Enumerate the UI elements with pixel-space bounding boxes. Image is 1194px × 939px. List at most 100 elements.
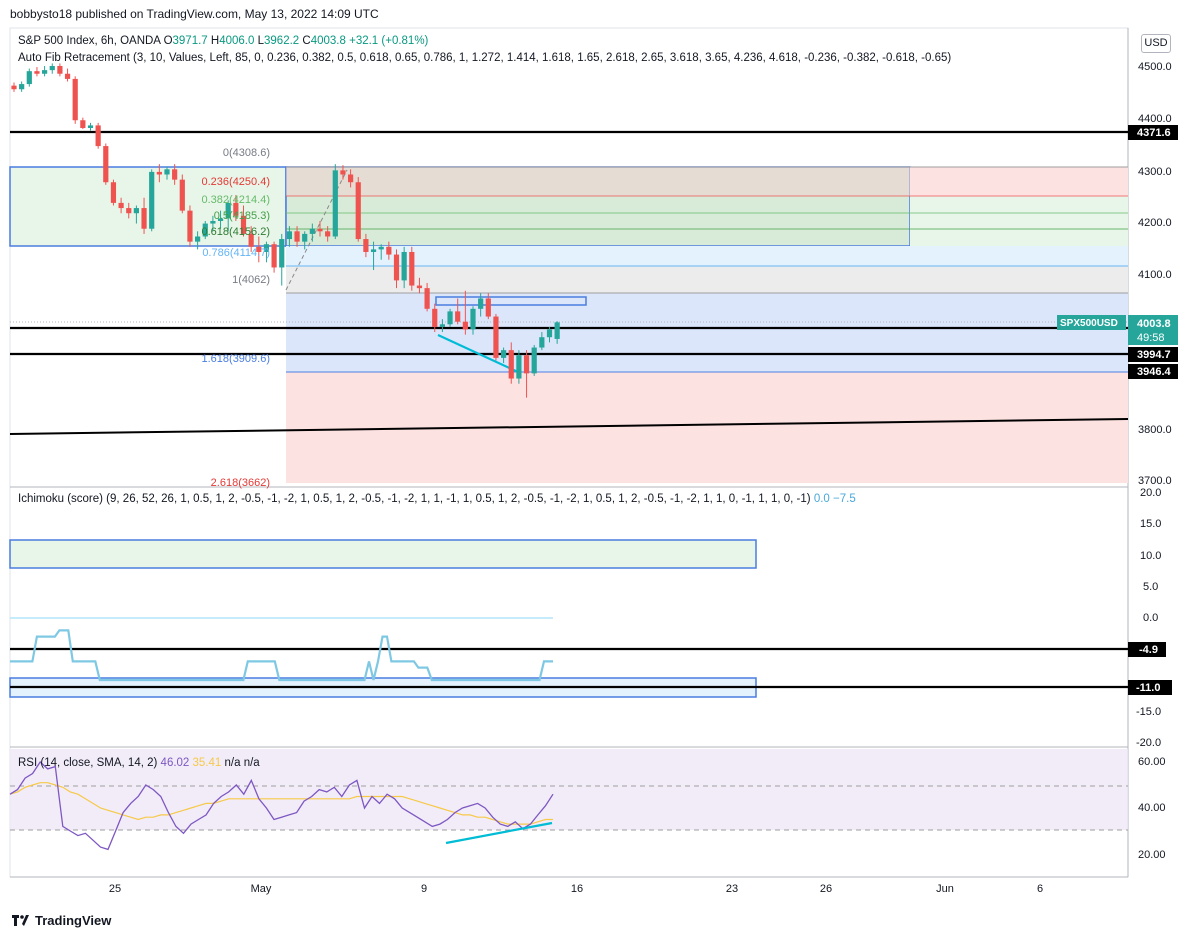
rsi-ma-line[interactable] (9, 782, 553, 825)
candle-body[interactable] (539, 337, 545, 348)
candle-body[interactable] (95, 125, 101, 147)
candle-body[interactable] (439, 324, 445, 327)
support-trendline[interactable] (9, 418, 1129, 435)
candle-body[interactable] (432, 308, 438, 327)
candle-body[interactable] (332, 170, 338, 237)
ichimoku-score-line[interactable] (10, 629, 553, 682)
candle-body[interactable] (26, 71, 32, 85)
price-tick: 4300.0 (1138, 166, 1172, 178)
candle-body[interactable] (325, 231, 331, 237)
candle-body[interactable] (263, 244, 270, 252)
price-legend[interactable]: S&P 500 Index, 6h, OANDA O3971.7 H4006.0… (18, 35, 428, 47)
candle-body[interactable] (478, 298, 484, 309)
candle-body[interactable] (317, 228, 323, 232)
candle-body[interactable] (523, 355, 530, 374)
ichimoku-legend[interactable]: Ichimoku (score) (9, 26, 52, 26, 1, 0.5,… (18, 493, 856, 505)
candle-body[interactable] (554, 322, 560, 339)
candle-body[interactable] (72, 78, 78, 121)
candle-body[interactable] (141, 208, 147, 229)
candle-body[interactable] (501, 350, 507, 358)
candle-body[interactable] (164, 169, 170, 175)
candle-body[interactable] (110, 182, 117, 203)
rsi-axis[interactable]: 60.00 40.00 20.00 (1138, 756, 1166, 861)
candle-body[interactable] (225, 202, 231, 219)
candle-body[interactable] (309, 228, 315, 234)
rsi-value-3: n/a (224, 757, 241, 769)
candle-body[interactable] (455, 311, 461, 322)
candle-body[interactable] (286, 231, 292, 240)
horizontal-levels[interactable] (9, 130, 1129, 435)
candle-body[interactable] (546, 329, 553, 338)
resistance-box[interactable] (435, 296, 587, 306)
candle-body[interactable] (409, 251, 415, 286)
candle-body[interactable] (118, 202, 124, 209)
candle-body[interactable] (470, 308, 476, 330)
candle-body[interactable] (42, 70, 48, 74)
candle-body[interactable] (416, 285, 423, 289)
candle-body[interactable] (133, 208, 139, 214)
price-axis[interactable]: 4500.0 4400.0 4300.0 4200.0 4100.0 3800.… (1138, 61, 1172, 487)
candle-body[interactable] (348, 174, 354, 183)
candle-body[interactable] (19, 84, 25, 90)
candle-body[interactable] (462, 321, 468, 330)
ichimoku-axis[interactable]: 20.0 15.0 10.0 5.0 0.0 -15.0 -20.0 -4.9 … (1128, 487, 1172, 749)
candle-body[interactable] (370, 249, 377, 252)
candle-body[interactable] (279, 239, 285, 268)
fib-zone-blue (286, 293, 1128, 372)
candle-body[interactable] (49, 66, 55, 71)
candle-body[interactable] (363, 239, 369, 252)
candle-body[interactable] (172, 169, 178, 180)
candle-body[interactable] (355, 182, 361, 240)
rsi-divergence-line[interactable] (445, 821, 553, 845)
candle-body[interactable] (64, 73, 71, 79)
candle-body[interactable] (294, 231, 300, 242)
candle-body[interactable] (401, 251, 407, 281)
currency-button[interactable]: USD (1141, 34, 1171, 53)
candle-body[interactable] (386, 246, 392, 255)
candle-body[interactable] (248, 233, 254, 247)
candle-body[interactable] (485, 298, 491, 317)
candle-body[interactable] (302, 233, 308, 242)
candle-body[interactable] (87, 125, 94, 128)
candle-body[interactable] (378, 246, 384, 250)
ichimoku-zone-top[interactable] (9, 539, 757, 569)
candle-body[interactable] (34, 71, 40, 74)
candle-body[interactable] (149, 171, 155, 229)
price-divergence-line[interactable] (437, 334, 519, 373)
candle-body[interactable] (240, 215, 247, 234)
candle-body[interactable] (393, 254, 400, 281)
candle-body[interactable] (187, 210, 193, 242)
candlestick-series[interactable] (11, 63, 560, 398)
candle-body[interactable] (156, 171, 162, 175)
ichimoku-pane[interactable] (9, 539, 1128, 698)
candle-body[interactable] (516, 355, 522, 379)
candle-body[interactable] (508, 350, 514, 379)
rsi-legend[interactable]: RSI (14, close, SMA, 14, 2) 46.02 35.41 … (18, 757, 260, 769)
candle-body[interactable] (202, 223, 208, 237)
candle-body[interactable] (210, 220, 216, 224)
candle-body[interactable] (126, 208, 132, 214)
candle-body[interactable] (271, 244, 277, 268)
candle-body[interactable] (179, 179, 185, 211)
candle-body[interactable] (256, 246, 262, 252)
candle-body[interactable] (493, 316, 499, 358)
tradingview-logo[interactable]: TradingView (12, 913, 111, 928)
rsi-line[interactable] (9, 761, 554, 851)
candle-body[interactable] (447, 311, 453, 325)
fib-retracement-zones[interactable] (9, 166, 1128, 483)
label-box-3994 (1128, 347, 1178, 362)
candle-body[interactable] (233, 202, 239, 216)
candle-body[interactable] (217, 218, 224, 221)
candle-body[interactable] (103, 146, 109, 183)
candle-body[interactable] (57, 66, 63, 74)
candle-body[interactable] (80, 120, 86, 128)
time-axis[interactable]: 25 May 9 16 23 26 Jun 6 (109, 883, 1043, 895)
candle-body[interactable] (424, 288, 430, 309)
candle-body[interactable] (11, 85, 17, 90)
fib-zone-left[interactable] (9, 166, 287, 247)
fib-legend[interactable]: Auto Fib Retracement (3, 10, Values, Lef… (18, 52, 952, 64)
candle-body[interactable] (531, 347, 537, 374)
candle-body[interactable] (340, 170, 346, 175)
candle-body[interactable] (195, 236, 201, 242)
